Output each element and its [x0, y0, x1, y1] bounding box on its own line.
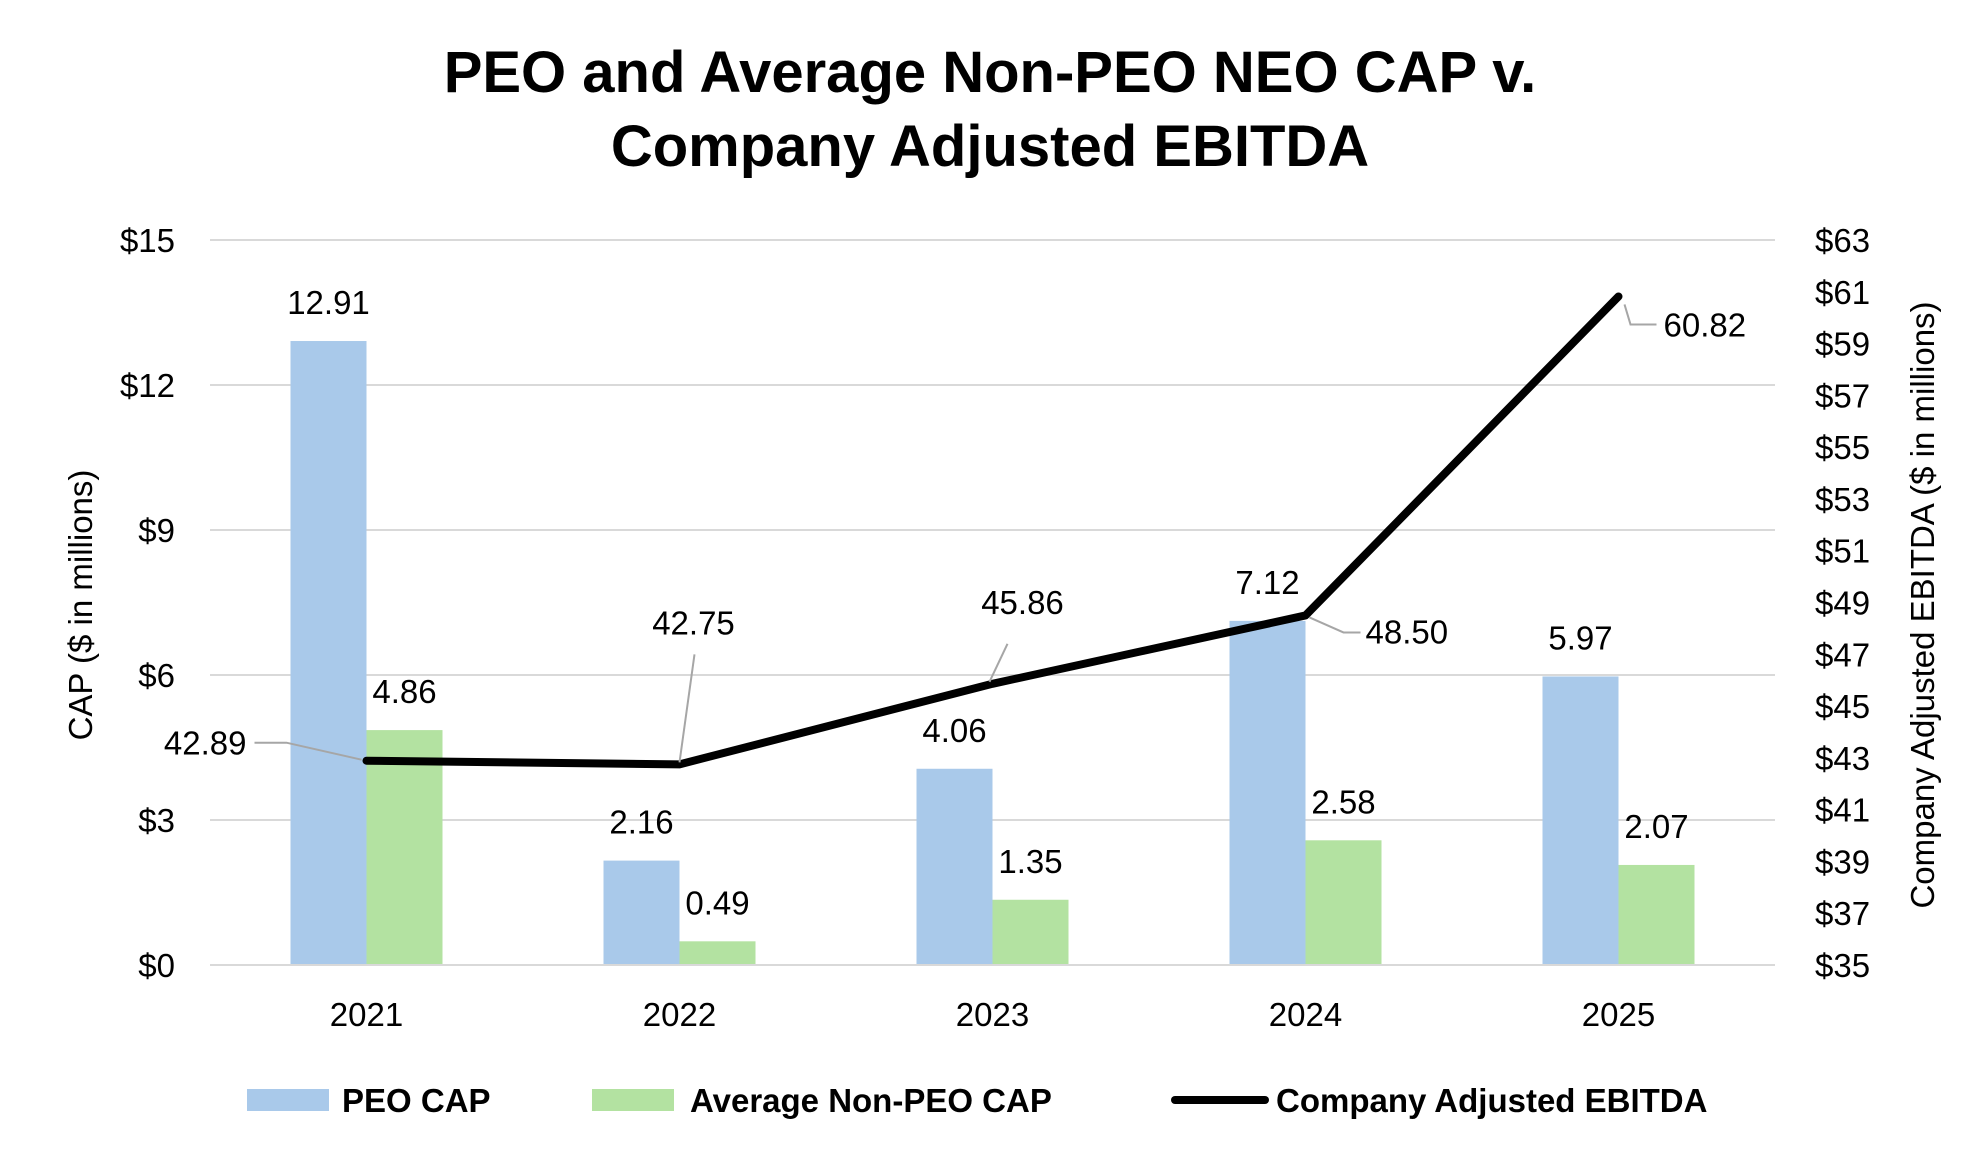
data-label-ebitda-2024: 48.50	[1366, 613, 1449, 650]
y2-tick-label: $49	[1815, 585, 1870, 622]
x-tick-label: 2025	[1582, 996, 1655, 1033]
x-tick-label: 2022	[643, 996, 716, 1033]
y-tick-label: $9	[138, 512, 175, 549]
y-axis-label: CAP ($ in millions)	[62, 470, 99, 741]
y2-tick-label: $55	[1815, 429, 1870, 466]
y2-tick-label: $41	[1815, 792, 1870, 829]
legend: PEO CAP Average Non-PEO CAP Company Adju…	[247, 1082, 1707, 1119]
chart-title-line-1: PEO and Average Non-PEO NEO CAP v.	[444, 40, 1537, 105]
y-tick-label: $0	[138, 947, 175, 984]
y2-tick-label: $51	[1815, 533, 1870, 570]
x-tick-label: 2024	[1269, 996, 1342, 1033]
bar-average-non-peo-cap-2023	[992, 899, 1069, 965]
y-tick-label: $6	[138, 657, 175, 694]
data-label-average-non-peo-cap-2024: 2.58	[1311, 783, 1375, 820]
bar-average-non-peo-cap-2024	[1305, 840, 1382, 965]
x-tick-label: 2023	[956, 996, 1029, 1033]
y2-tick-label: $61	[1815, 274, 1870, 311]
leader-line-ebitda-2024	[1309, 616, 1361, 634]
data-label-peo-cap-2024: 7.12	[1235, 564, 1299, 601]
gridlines	[210, 239, 1775, 821]
legend-swatch-peo-cap	[247, 1089, 329, 1111]
y2-tick-label: $47	[1815, 636, 1870, 673]
bar-average-non-peo-cap-2021	[366, 730, 443, 965]
ebitda-line-layer	[362, 292, 1623, 769]
ebitda-line	[362, 292, 1623, 769]
bar-peo-cap-2023	[916, 768, 993, 965]
data-labels: 12.91 2.16 4.06 7.12 5.97 4.86 0.49 1.35 2.58 2.0…	[164, 284, 1746, 921]
data-label-average-non-peo-cap-2021: 4.86	[372, 673, 436, 710]
bar-peo-cap-2021	[290, 341, 367, 965]
leader-line-ebitda-2025	[1623, 304, 1657, 326]
legend-label-company-adjusted-ebitda: Company Adjusted EBITDA	[1276, 1082, 1707, 1119]
bar-average-non-peo-cap-2022	[679, 941, 756, 965]
y-tick-label: $15	[120, 222, 175, 259]
data-label-peo-cap-2025: 5.97	[1548, 619, 1612, 656]
bar-peo-cap-2022	[603, 860, 680, 965]
data-label-average-non-peo-cap-2025: 2.07	[1624, 808, 1688, 845]
x-tick-label: 2021	[330, 996, 403, 1033]
bar-peo-cap-2024	[1229, 620, 1306, 965]
data-label-peo-cap-2023: 4.06	[922, 712, 986, 749]
y2-tick-label: $63	[1815, 222, 1870, 259]
legend-swatch-average-non-peo-cap	[592, 1089, 674, 1111]
y2-tick-label: $59	[1815, 326, 1870, 363]
y2-tick-label: $57	[1815, 377, 1870, 414]
left-axis-ticks: $0 $3 $6 $9 $12 $15	[120, 222, 175, 984]
y2-tick-label: $45	[1815, 688, 1870, 725]
leader-line-ebitda-2021	[254, 741, 362, 761]
legend-label-average-non-peo-cap: Average Non-PEO CAP	[690, 1082, 1052, 1119]
data-label-average-non-peo-cap-2022: 0.49	[685, 884, 749, 921]
leader-line-ebitda-2023	[988, 643, 1009, 683]
data-label-average-non-peo-cap-2023: 1.35	[998, 843, 1062, 880]
right-axis-ticks: $35 $37 $39 $41 $43 $45 $47 $49 $51 $53 $55 $57 $59 $…	[1815, 222, 1870, 984]
bar-peo-cap-2025	[1542, 676, 1619, 965]
bar-average-non-peo-cap-2025	[1618, 864, 1695, 965]
y2-axis-label: Company Adjusted EBITDA ($ in millions)	[1904, 301, 1941, 908]
data-label-peo-cap-2021: 12.91	[287, 284, 370, 321]
y2-tick-label: $35	[1815, 947, 1870, 984]
y-tick-label: $12	[120, 367, 175, 404]
data-label-ebitda-2023: 45.86	[981, 584, 1064, 621]
data-label-ebitda-2021: 42.89	[164, 725, 247, 762]
legend-label-peo-cap: PEO CAP	[342, 1082, 491, 1119]
x-axis-ticks: 2021 2022 2023 2024 2025	[330, 996, 1655, 1033]
y2-tick-label: $43	[1815, 740, 1870, 777]
y2-tick-label: $37	[1815, 895, 1870, 932]
data-label-ebitda-2022: 42.75	[652, 604, 735, 641]
data-label-ebitda-2025: 60.82	[1664, 306, 1747, 343]
bars	[290, 341, 1695, 965]
chart-title-line-2: Company Adjusted EBITDA	[611, 114, 1369, 179]
y-tick-label: $3	[138, 802, 175, 839]
y2-tick-label: $39	[1815, 843, 1870, 880]
y2-tick-label: $53	[1815, 481, 1870, 518]
data-label-peo-cap-2022: 2.16	[609, 804, 673, 841]
leader-line-ebitda-2022	[678, 654, 696, 763]
